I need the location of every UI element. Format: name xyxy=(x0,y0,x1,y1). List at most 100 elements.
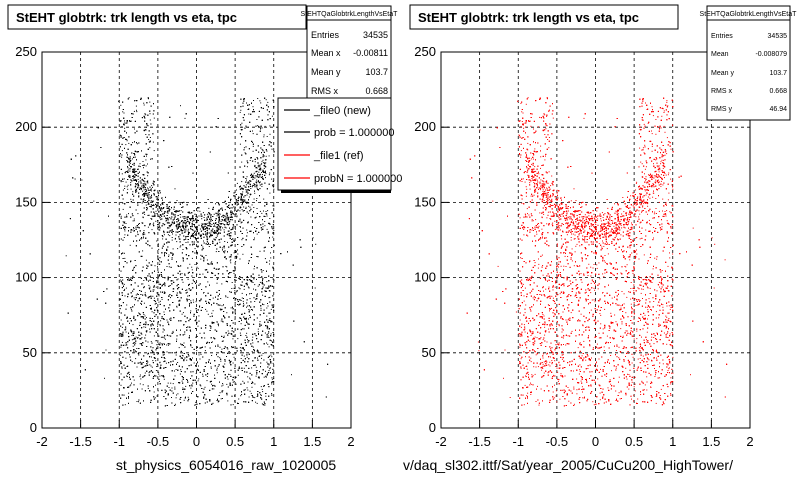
left-scatter-point xyxy=(218,325,219,327)
left-scatter-point xyxy=(124,188,126,189)
left-scatter-point xyxy=(241,313,243,315)
left-scatter-point xyxy=(187,235,189,237)
left-scatter-point xyxy=(202,373,204,375)
left-scatter-point xyxy=(149,147,151,149)
left-scatter-point xyxy=(160,336,162,338)
left-scatter-point xyxy=(150,197,152,199)
left-scatter-point xyxy=(225,216,227,218)
left-scatter-point xyxy=(253,207,255,208)
left-scatter-point xyxy=(267,335,269,337)
left-scatter-point xyxy=(259,201,261,203)
left-scatter-point xyxy=(191,269,193,271)
left-scatter-point xyxy=(149,141,151,143)
left-scatter-point xyxy=(183,227,185,229)
left-scatter-point xyxy=(197,325,199,327)
left-scatter-point xyxy=(173,217,175,219)
left-scatter-point xyxy=(123,227,125,229)
left-scatter-point xyxy=(189,305,190,307)
left-scatter-point xyxy=(151,247,153,249)
left-scatter-point xyxy=(252,133,254,135)
left-scatter-point xyxy=(131,339,133,341)
left-scatter-point xyxy=(195,401,197,403)
left-scatter-point xyxy=(142,384,144,386)
left-scatter-point xyxy=(132,345,134,347)
left-scatter-point xyxy=(120,384,122,386)
left-scatter-point xyxy=(204,346,206,348)
left-scatter-point xyxy=(234,231,236,232)
left-scatter-point xyxy=(259,210,261,212)
left-scatter-point xyxy=(145,326,147,328)
left-scatter-point xyxy=(268,370,270,371)
left-scatter-point xyxy=(221,348,223,350)
left-scatter-point xyxy=(143,186,145,188)
left-scatter-point xyxy=(241,297,243,299)
left-scatter-point xyxy=(153,335,155,337)
left-scatter-point xyxy=(265,170,266,172)
left-scatter-point xyxy=(206,217,208,219)
left-scatter-point xyxy=(237,338,239,340)
left-scatter-point xyxy=(132,163,134,165)
left-scatter-point xyxy=(133,268,135,270)
left-scatter-point xyxy=(174,202,176,204)
left-scatter-point xyxy=(270,308,272,310)
left-scatter-point xyxy=(257,357,258,359)
left-scatter-point xyxy=(190,330,192,332)
left-scatter-point xyxy=(241,292,243,294)
left-scatter-point xyxy=(268,286,270,288)
left-scatter-point xyxy=(186,236,188,237)
left-scatter-point xyxy=(166,351,168,353)
left-scatter-point xyxy=(222,384,224,386)
left-scatter-point xyxy=(249,206,251,208)
left-scatter-point xyxy=(247,389,249,391)
left-scatter-point xyxy=(262,270,264,271)
left-scatter-point xyxy=(232,404,234,406)
left-scatter-point xyxy=(269,312,271,314)
left-scatter-point xyxy=(260,169,262,171)
left-scatter-point xyxy=(263,171,264,173)
left-scatter-point xyxy=(224,363,226,365)
left-scatter-point xyxy=(169,226,171,228)
left-scatter-point xyxy=(185,220,187,221)
left-scatter-point xyxy=(129,163,131,164)
left-scatter-point xyxy=(193,362,195,364)
left-scatter-point xyxy=(223,247,225,249)
left-scatter-point xyxy=(145,184,147,186)
left-scatter-point xyxy=(239,210,241,212)
left-scatter-point xyxy=(153,391,155,393)
left-scatter-point xyxy=(143,302,145,304)
left-scatter-point xyxy=(230,216,232,218)
left-scatter-point xyxy=(172,383,174,385)
left-scatter-point xyxy=(126,186,128,188)
left-scatter-point xyxy=(291,374,292,376)
left-scatter-point xyxy=(210,366,212,368)
left-scatter-point xyxy=(252,336,254,338)
left-scatter-point xyxy=(123,178,125,180)
left-scatter-point xyxy=(223,229,225,231)
left-scatter-point xyxy=(149,286,151,288)
left-scatter-point xyxy=(146,317,147,319)
left-scatter-point xyxy=(228,256,230,258)
left-scatter-point xyxy=(154,374,156,376)
left-scatter-point xyxy=(237,209,239,211)
left-scatter-point xyxy=(247,126,249,128)
left-scatter-point xyxy=(141,185,143,187)
left-scatter-point xyxy=(127,188,129,190)
left-scatter-point xyxy=(141,283,143,285)
left-scatter-point xyxy=(141,202,143,204)
left-scatter-point xyxy=(187,396,189,398)
left-scatter-point xyxy=(184,228,186,230)
left-scatter-point xyxy=(143,280,145,281)
left-scatter-point xyxy=(160,192,161,194)
left-scatter-point xyxy=(146,264,148,266)
left-scatter-point xyxy=(167,382,169,384)
left-scatter-point xyxy=(226,217,228,218)
left-scatter-point xyxy=(159,261,161,263)
left-scatter-point xyxy=(143,287,144,289)
left-scatter-point xyxy=(234,290,236,292)
left-scatter-point xyxy=(213,213,215,215)
left-scatter-point xyxy=(216,213,218,215)
left-scatter-point xyxy=(237,374,239,376)
left-scatter-point xyxy=(157,252,159,254)
left-scatter-point xyxy=(204,350,206,352)
left-scatter-point xyxy=(213,384,215,386)
